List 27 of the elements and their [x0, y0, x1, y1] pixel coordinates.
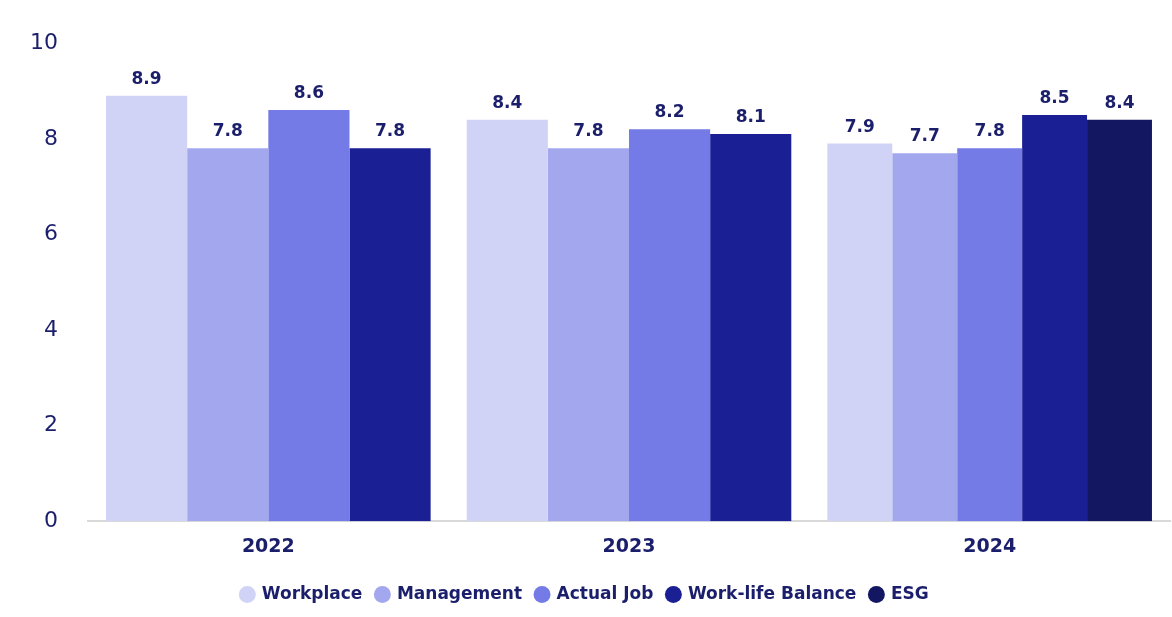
- data-label: 8.4: [492, 91, 523, 112]
- x-tick-label: 2024: [963, 533, 1017, 556]
- x-tick-label: 2022: [241, 533, 295, 556]
- y-tick-label: 2: [43, 411, 58, 437]
- data-label: 8.2: [654, 101, 685, 122]
- x-tick-label: 2023: [602, 533, 656, 556]
- legend-label: Management: [396, 582, 523, 603]
- data-label: 7.7: [909, 125, 940, 146]
- data-label: 7.8: [212, 120, 243, 141]
- y-tick-label: 8: [43, 124, 58, 150]
- y-tick-label: 0: [43, 506, 58, 532]
- data-label: 8.4: [1104, 91, 1135, 112]
- data-label: 8.1: [735, 105, 766, 126]
- legend-label: ESG: [890, 582, 929, 603]
- data-label: 7.8: [573, 120, 604, 141]
- legend-label: Work-life Balance: [687, 582, 857, 603]
- data-label: 8.6: [293, 82, 324, 103]
- data-label: 8.5: [1039, 86, 1070, 107]
- legend-label: Workplace: [261, 582, 363, 603]
- data-label: 7.9: [844, 115, 875, 136]
- y-tick-label: 10: [29, 28, 58, 54]
- y-tick-label: 4: [43, 315, 58, 341]
- data-label: 7.8: [374, 120, 406, 141]
- data-label: 7.8: [974, 120, 1005, 141]
- data-label: 8.9: [131, 67, 162, 88]
- y-tick-label: 6: [43, 220, 58, 246]
- legend-label: Actual Job: [556, 582, 654, 603]
